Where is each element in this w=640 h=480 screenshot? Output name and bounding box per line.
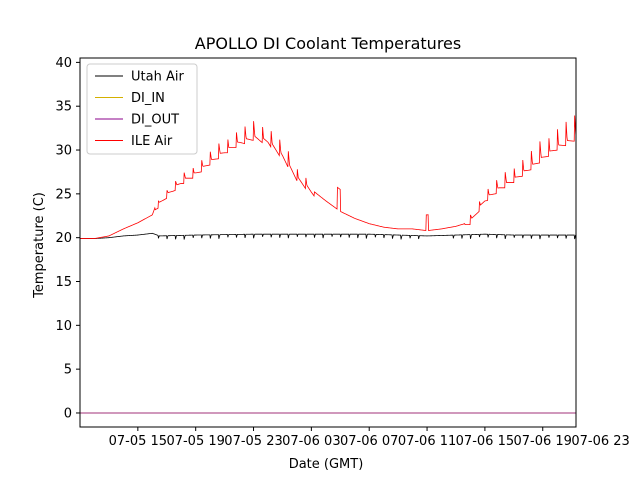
x-tick-label: 07-06 07: [340, 434, 398, 449]
legend-label: Utah Air: [131, 70, 184, 85]
x-tick-label: 07-06 03: [282, 434, 340, 449]
y-tick-label: 25: [55, 187, 72, 202]
series-line-utah-air: [80, 232, 576, 240]
x-axis-label: Date (GMT): [289, 457, 364, 472]
y-tick-label: 5: [64, 363, 72, 378]
x-tick-label: 07-06 11: [398, 434, 456, 449]
x-tick-label: 07-06 15: [456, 434, 514, 449]
legend-label: DI_OUT: [131, 113, 179, 128]
plot-area: [80, 115, 576, 414]
legend-label: DI_IN: [131, 91, 165, 106]
y-tick-label: 10: [55, 319, 72, 334]
y-axis-label: Temperature (C): [32, 192, 47, 299]
legend-label: ILE Air: [131, 134, 173, 149]
x-tick-label: 07-05 23: [224, 434, 282, 449]
axes: 0 5 10 15 20 25 30 35 40 07-05 15 07-05 19 07-05 23…: [55, 56, 629, 449]
series-line-ile-air: [80, 115, 576, 239]
series-group: [80, 115, 576, 414]
y-tick-label: 20: [55, 231, 72, 246]
y-tick-label: 40: [55, 56, 72, 71]
x-tick-label: 07-05 19: [166, 434, 224, 449]
y-tick-label: 0: [64, 406, 72, 421]
legend: Utah Air DI_IN DI_OUT ILE Air: [86, 63, 198, 155]
y-tick-label: 30: [55, 144, 72, 159]
axes-frame: [79, 57, 577, 428]
x-tick-label: 07-05 15: [109, 434, 167, 449]
x-tick-label: 07-06 23: [571, 434, 629, 449]
chart-title: APOLLO DI Coolant Temperatures: [195, 34, 461, 53]
x-tick-label: 07-06 19: [514, 434, 572, 449]
y-tick-label: 35: [55, 100, 72, 115]
y-tick-label: 15: [55, 275, 72, 290]
legend-box: [86, 63, 198, 155]
